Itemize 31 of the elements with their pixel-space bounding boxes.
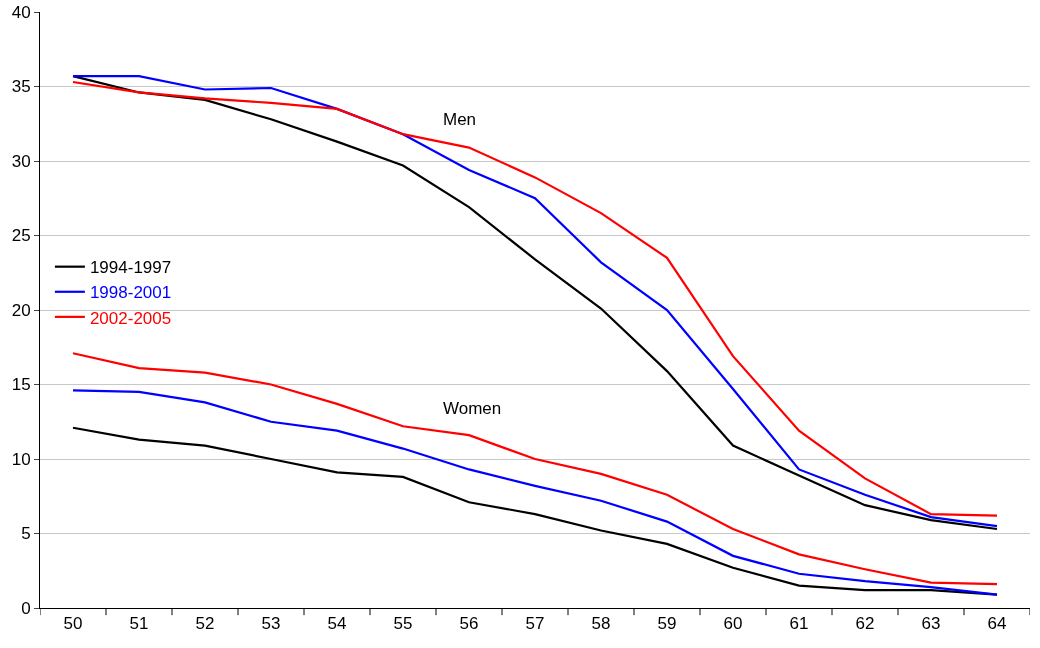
annotation: Women bbox=[443, 399, 502, 418]
x-tick-label: 50 bbox=[63, 614, 83, 634]
x-tick-label: 62 bbox=[855, 614, 875, 634]
y-tick-label: 15 bbox=[11, 375, 31, 395]
legend-label: 1998-2001 bbox=[89, 283, 172, 303]
legend-label: 1994-1997 bbox=[89, 258, 172, 278]
x-tick-label: 61 bbox=[789, 614, 809, 634]
x-tick-label: 54 bbox=[327, 614, 347, 634]
y-tick-label: 5 bbox=[21, 524, 31, 544]
x-tick-label: 55 bbox=[393, 614, 413, 634]
x-tick-label: 51 bbox=[129, 614, 149, 634]
x-tick-label: 56 bbox=[459, 614, 479, 634]
y-tick-label: 35 bbox=[11, 77, 31, 97]
x-tick-label: 52 bbox=[195, 614, 215, 634]
x-tick-label: 63 bbox=[921, 614, 941, 634]
line-series bbox=[71, 352, 999, 586]
x-tick-label: 64 bbox=[987, 614, 1007, 634]
line-series bbox=[71, 389, 999, 596]
x-tick-label: 59 bbox=[657, 614, 677, 634]
x-tick-label: 53 bbox=[261, 614, 281, 634]
y-tick-label: 10 bbox=[11, 449, 31, 469]
annotation: Men bbox=[443, 110, 477, 129]
y-tick-label: 30 bbox=[11, 151, 31, 171]
x-tick-label: 57 bbox=[525, 614, 545, 634]
y-tick-label: 20 bbox=[11, 300, 31, 320]
y-tick-label: 25 bbox=[11, 226, 31, 246]
y-tick-label: 0 bbox=[21, 598, 31, 618]
x-tick-label: 58 bbox=[591, 614, 611, 634]
x-tick-label: 60 bbox=[723, 614, 743, 634]
y-tick-label: 40 bbox=[11, 2, 31, 22]
legend-label: 2002-2005 bbox=[89, 308, 172, 328]
